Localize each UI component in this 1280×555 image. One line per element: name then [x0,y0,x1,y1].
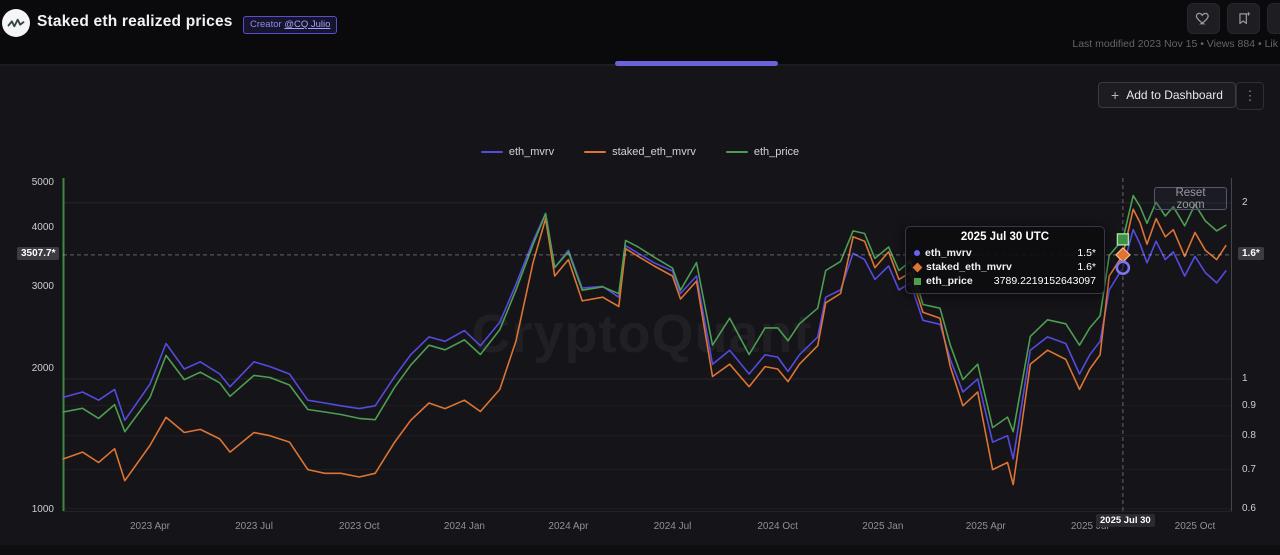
app-logo [2,9,30,37]
more-actions-button[interactable] [1267,3,1280,34]
add-to-dashboard-button[interactable]: + Add to Dashboard [1098,82,1236,108]
tooltip-series-value: 3789.2219152643097 [993,275,1096,287]
legend-swatch [725,150,748,154]
kebab-icon: ⋮ [1243,88,1257,103]
creator-badge: Creator @CQ Julio [243,16,338,34]
tooltip-marker-diamond-icon [912,262,923,272]
tooltip-row-staked_eth_mvrv: staked_eth_mvrv 1.6* [912,260,1096,274]
plus-icon: + [1111,87,1120,103]
tooltip-row-eth_price: eth_price 3789.2219152643097 [914,274,1096,288]
tooltip-series-value: 1.5* [1077,247,1096,259]
watermark: CryptoQuant [471,304,813,364]
scroll-indicator-thumb[interactable] [615,61,778,66]
legend-item-eth_mvrv[interactable]: eth_mvrv [480,146,555,158]
crosshair-left-value-label: 3507.7* [17,247,60,260]
legend-swatch [584,150,607,154]
chart-tooltip: 2025 Jul 30 UTC eth_mvrv 1.5* staked_eth_m… [905,226,1105,294]
crosshair-right-value-label: 1.6* [1238,247,1264,260]
legend-label: eth_price [753,146,800,158]
legend-item-eth_price[interactable]: eth_price [725,146,800,158]
kebab-menu-button[interactable]: ⋮ [1236,82,1264,110]
bottom-strip [0,545,1280,555]
creator-handle-link[interactable]: @CQ Julio [284,19,331,30]
tooltip-series-label: staked_eth_mvrv [926,261,1012,273]
legend-item-staked_eth_mvrv[interactable]: staked_eth_mvrv [584,146,696,158]
add-to-dashboard-label: Add to Dashboard [1126,88,1223,102]
page-title: Staked eth realized prices [37,13,233,30]
tooltip-marker-circle-icon [914,250,920,256]
legend-label: eth_mvrv [508,146,555,158]
header-bar: Staked eth realized prices Creator @CQ J… [0,0,1280,66]
chart-legend: eth_mvrv staked_eth_mvrv eth_price [0,146,1280,158]
heart-icon [1195,12,1209,25]
legend-label: staked_eth_mvrv [612,146,696,158]
reset-zoom-button[interactable]: Reset zoom [1154,187,1227,211]
logo-waveform-icon [7,18,25,28]
crosshair-date-label: 2025 Jul 30 [1096,514,1155,527]
legend-swatch [480,150,503,154]
meta-line: Last modified 2023 Nov 15 • Views 884 • … [1072,38,1278,50]
tooltip-row-eth_mvrv: eth_mvrv 1.5* [914,246,1096,260]
tooltip-title: 2025 Jul 30 UTC [960,231,1050,243]
creator-badge-prefix: Creator [250,19,282,30]
tooltip-marker-square-icon [914,277,921,285]
tooltip-series-value: 1.6* [1077,261,1096,273]
tooltip-series-label: eth_mvrv [925,247,972,259]
tooltip-series-label: eth_price [926,275,973,287]
bookmark-button[interactable] [1227,3,1260,34]
like-button[interactable] [1187,3,1220,34]
bookmark-plus-icon [1239,12,1251,25]
tooltip-rows: eth_mvrv 1.5* staked_eth_mvrv 1.6* eth_price… [912,246,1096,288]
